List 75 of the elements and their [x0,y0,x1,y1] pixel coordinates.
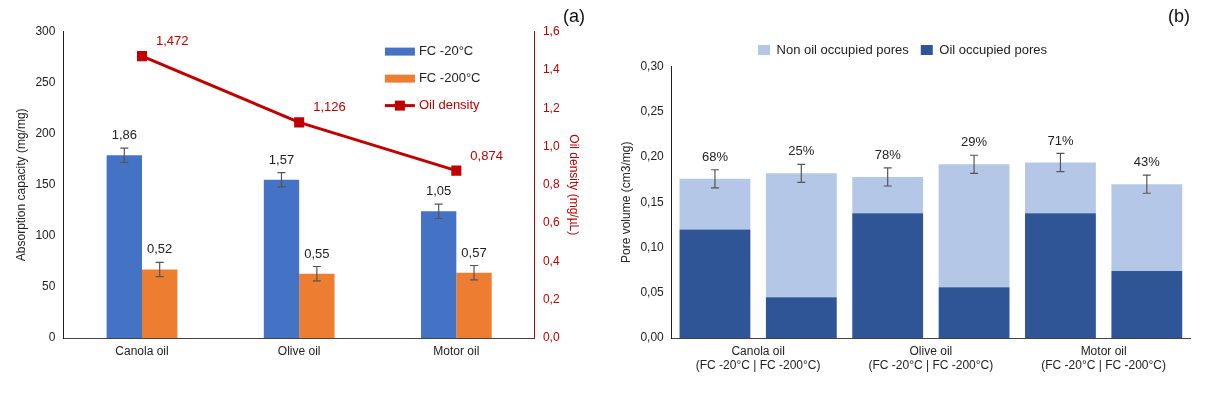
point [136,51,148,62]
y2-tick-label: 0,8 [542,177,560,192]
annotation: 71% [1047,132,1074,148]
y-tick-label: 250 [35,74,56,89]
legend-label: Non oil occupied pores [776,41,910,57]
bar [765,173,837,298]
y-tick-label: 0,30 [640,58,665,73]
annotation: 1,86 [111,127,137,143]
bar [106,155,142,338]
data-label: 1,126 [313,99,346,115]
annotation: 43% [1133,154,1161,170]
y2-tick-label: 1,2 [542,100,560,115]
bar [299,273,335,338]
legend-label: FC -20°C [418,43,474,59]
annotation: 78% [874,147,902,162]
y-tick-label: 50 [42,279,56,294]
data-label: 0,874 [470,147,503,163]
y-tick-label: 0,20 [640,149,665,164]
y-tick-label: 100 [35,228,56,243]
point [294,117,305,128]
annotation: 0,52 [147,241,173,257]
bar [938,287,1010,338]
bar [679,178,751,230]
y-tick-label: 0,05 [640,285,665,300]
y2-tick-label: 1,0 [542,138,560,153]
bar [852,213,924,338]
legend-label: FC -200°C [418,70,481,86]
bar [420,211,457,338]
x-tick-label: Olive oil (FC -20°C | FC -200°C) [868,344,994,373]
point [451,165,462,176]
y-axis-title: Pore volume (cm3/mg) [618,141,633,263]
bar [1111,271,1183,338]
bar [142,269,178,338]
x-tick-label: Canola oil (FC -20°C | FC -200°C) [695,344,821,373]
bar [1025,162,1096,214]
x-tick-label: Olive oil [277,344,321,359]
annotation: 0,57 [461,244,487,260]
bar [263,179,300,338]
bar [1025,213,1096,338]
y-tick-label: 0,15 [640,194,665,209]
y-tick-label: 300 [35,23,56,38]
y-tick-label: 150 [35,177,56,192]
bar [456,272,492,338]
y-tick-label: 200 [35,126,56,141]
annotation: 29% [961,134,988,150]
annotation: 1,57 [268,151,295,167]
x-tick-label: Canola oil [115,344,169,359]
bar [765,297,837,338]
y2-tick-label: 1,4 [542,62,560,77]
data-label: 1,472 [156,33,189,49]
legend-label: Oil occupied pores [939,41,1048,57]
legend-label: Oil density [418,97,481,113]
bar [679,229,751,338]
annotation: 0,55 [304,245,330,261]
bar [938,164,1010,288]
annotation: 25% [788,143,815,159]
y2-tick-label: 1,6 [542,23,560,38]
bar [852,176,924,214]
y-tick-label: 0,25 [640,104,665,119]
y2-tick-label: 0,4 [542,253,560,268]
bar [1111,184,1183,272]
y-tick-label: 0,10 [640,239,665,254]
text: (a) [563,5,585,26]
y-tick-label: 0,00 [640,330,665,345]
y2-tick-label: 0,2 [542,292,560,307]
chart-title: (b) [1168,5,1190,26]
y-tick-label: 0 [48,330,56,345]
y2-axis-title: Oil density (mg/µL) [567,134,582,236]
annotation: 1,05 [426,183,452,199]
y2-tick-label: 0,6 [542,215,560,230]
y-axis-title: Absorption capacity (mg/mg) [13,108,28,262]
y2-tick-label: 0,0 [542,330,560,345]
annotation: 68% [701,148,729,164]
x-tick-label: Motor oil (FC -20°C | FC -200°C) [1041,344,1166,373]
x-tick-label: Motor oil [433,344,480,359]
